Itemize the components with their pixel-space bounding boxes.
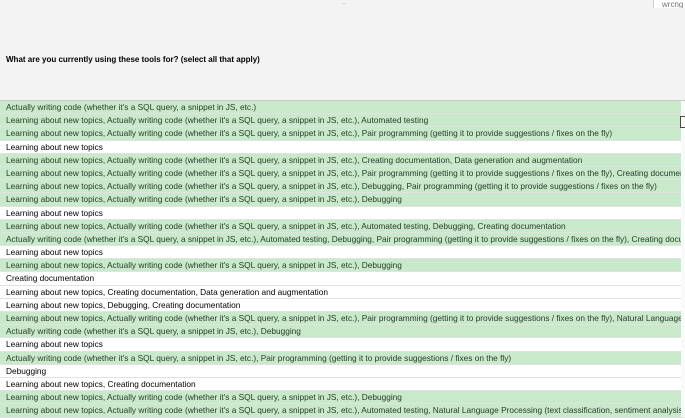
table-row[interactable]: Learning about new topics, Actually writ… [0, 219, 685, 233]
table-row[interactable]: Learning about new topics, Creating docu… [0, 285, 685, 299]
table-row[interactable]: Actually writing code (whether it's a SQ… [0, 101, 685, 115]
table-row[interactable]: Learning about new topics [0, 206, 685, 220]
selection-cursor-mark [680, 116, 685, 128]
column-header-cell[interactable]: What are you currently using these tools… [0, 8, 685, 101]
table-row[interactable]: Learning about new topics [0, 246, 685, 260]
table-row[interactable]: Learning about new topics, Actually writ… [0, 404, 685, 418]
response-rows: Actually writing code (whether it's a SQ… [0, 101, 685, 418]
table-row[interactable]: Learning about new topics [0, 140, 685, 154]
table-row[interactable]: Learning about new topics, Actually writ… [0, 259, 685, 273]
table-row[interactable]: Learning about new topics, Actually writ… [0, 153, 685, 167]
table-row[interactable]: Learning about new topics, Actually writ… [0, 391, 685, 405]
table-row[interactable]: Actually writing code (whether it's a SQ… [0, 325, 685, 339]
table-row[interactable]: Learning about new topics, Actually writ… [0, 180, 685, 194]
table-row[interactable]: Learning about new topics, Actually writ… [0, 312, 685, 326]
table-row[interactable]: Actually writing code (whether it's a SQ… [0, 232, 685, 247]
table-row[interactable]: Learning about new topics, Actually writ… [0, 166, 685, 181]
table-row[interactable]: Learning about new topics [0, 338, 685, 352]
table-row[interactable]: Actually writing code (whether it's a SQ… [0, 351, 685, 365]
top-mark: .. [342, 0, 346, 6]
table-row[interactable]: Learning about new topics, Actually writ… [0, 127, 685, 141]
right-edge-gutter [681, 101, 685, 417]
table-row[interactable]: Learning about new topics, Creating docu… [0, 377, 685, 392]
table-row[interactable]: Creating documentation [0, 272, 685, 286]
column-header-text: What are you currently using these tools… [6, 55, 260, 64]
table-row[interactable]: Debugging [0, 364, 685, 378]
top-toolbar-strip [0, 0, 685, 8]
table-row[interactable]: Learning about new topics, Actually writ… [0, 114, 685, 128]
table-row[interactable]: Learning about new topics, Debugging, Cr… [0, 298, 685, 312]
table-row[interactable]: Learning about new topics, Actually writ… [0, 193, 685, 207]
